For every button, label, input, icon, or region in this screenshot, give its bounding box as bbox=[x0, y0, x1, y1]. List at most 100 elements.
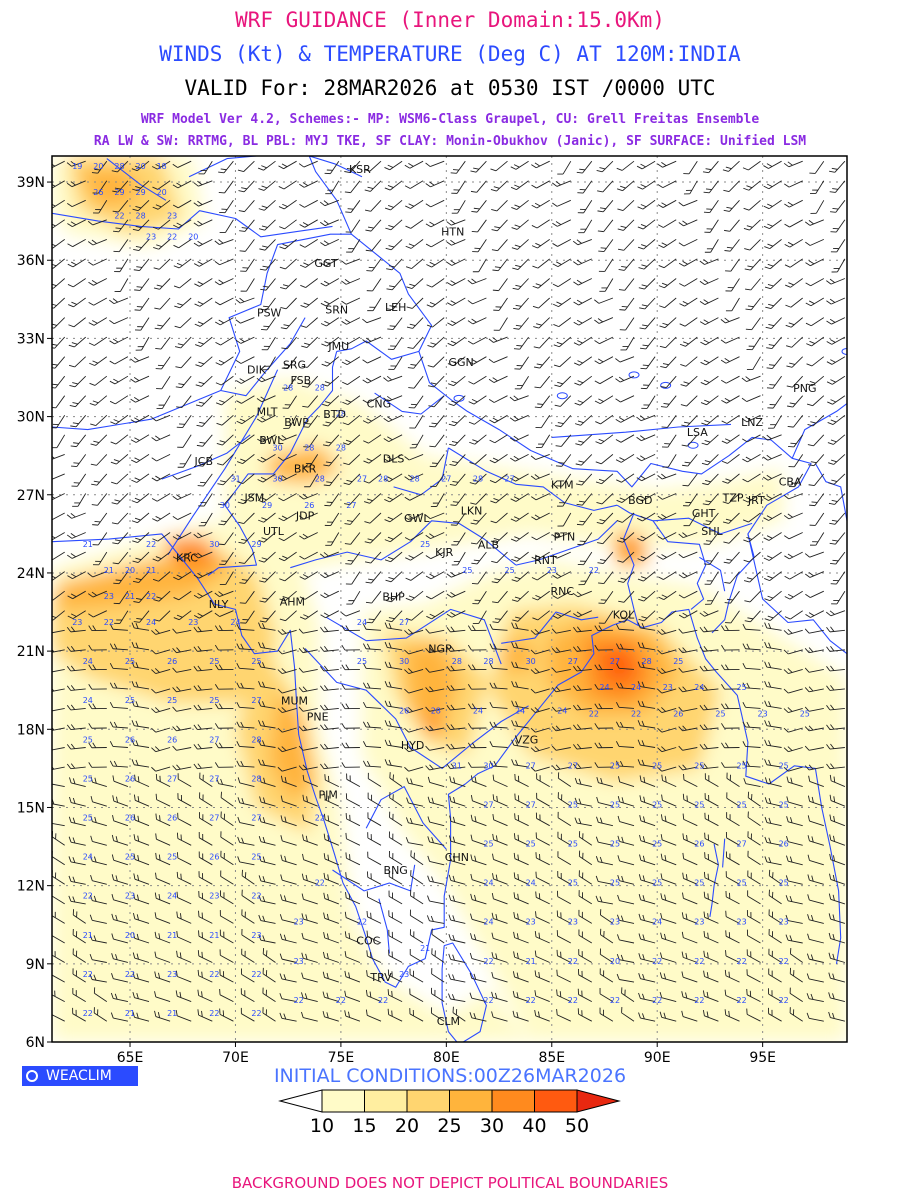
barb-378 bbox=[807, 835, 824, 846]
barb-596 bbox=[594, 723, 613, 729]
barb-611 bbox=[109, 701, 128, 709]
barb-768 bbox=[214, 625, 234, 632]
barb-669 bbox=[530, 688, 550, 694]
lake-0 bbox=[660, 381, 672, 389]
barb-81 bbox=[154, 971, 171, 983]
station-kjr: KJR bbox=[435, 546, 453, 559]
temp-value-65: 21 bbox=[83, 931, 93, 940]
barb-788 bbox=[637, 622, 656, 631]
barb-416 bbox=[807, 815, 824, 827]
barb-259 bbox=[703, 891, 719, 905]
barb-491 bbox=[786, 776, 803, 788]
barb-158 bbox=[176, 931, 192, 944]
barb-455 bbox=[829, 794, 846, 807]
barb-86 bbox=[262, 967, 276, 983]
barb-28 bbox=[638, 1012, 656, 1022]
barb-219 bbox=[660, 912, 677, 924]
temp-value-135: 25 bbox=[610, 761, 620, 770]
barb-151 bbox=[828, 952, 846, 963]
boundary-7 bbox=[448, 447, 618, 511]
temp-value-162: 25 bbox=[737, 879, 747, 888]
barb-59 bbox=[491, 991, 508, 1003]
temp-value-24: 22 bbox=[146, 592, 156, 601]
barb-272 bbox=[176, 871, 192, 885]
temp-value-62: 24 bbox=[167, 892, 177, 901]
temp-value-136: 25 bbox=[652, 761, 662, 770]
barb-382 bbox=[90, 815, 107, 827]
logo-label: WEACLIM bbox=[46, 1068, 112, 1084]
barb-227 bbox=[828, 913, 846, 924]
barb-612 bbox=[131, 700, 150, 709]
barb-323 bbox=[448, 854, 466, 866]
barb-466 bbox=[259, 776, 276, 788]
barb-514 bbox=[467, 762, 487, 768]
station-hyd: HYD bbox=[401, 739, 424, 752]
barb-604 bbox=[764, 720, 782, 729]
temp-value-132: 30 bbox=[483, 761, 493, 770]
barb-393 bbox=[323, 813, 339, 827]
barb-279 bbox=[323, 872, 339, 885]
barb-319 bbox=[367, 851, 382, 866]
barb-770 bbox=[258, 622, 276, 631]
barb-718 bbox=[764, 661, 782, 670]
barb-528 bbox=[764, 759, 782, 768]
temp-value-182: 22 bbox=[568, 996, 578, 1005]
barb-366 bbox=[557, 831, 572, 846]
barb-629 bbox=[489, 701, 508, 709]
barb-453 bbox=[786, 796, 803, 807]
temp-value-155: 26 bbox=[779, 840, 789, 849]
barb-300 bbox=[768, 869, 782, 885]
barb-216 bbox=[600, 909, 614, 924]
barb-468 bbox=[302, 774, 318, 788]
temp-value-1: 20 bbox=[93, 162, 103, 171]
barb-459 bbox=[112, 775, 129, 788]
barb-134 bbox=[469, 952, 487, 963]
temp-value-72: 23 bbox=[167, 970, 177, 979]
station-shl: SHL bbox=[701, 525, 723, 538]
colorbar-label-25: 25 bbox=[437, 1115, 461, 1137]
colorbar-swatch-3 bbox=[449, 1089, 493, 1113]
barb-625 bbox=[404, 707, 424, 713]
temp-value-48: 27 bbox=[209, 774, 219, 783]
temp-value-183: 22 bbox=[610, 996, 620, 1005]
barb-688 bbox=[131, 661, 150, 670]
barb-377 bbox=[786, 835, 803, 846]
station-jsm: JSM bbox=[244, 491, 265, 504]
barb-298 bbox=[725, 871, 740, 885]
barb-585 bbox=[362, 721, 382, 729]
barb-250 bbox=[513, 892, 529, 905]
barb-52 bbox=[344, 990, 361, 1003]
barb-618 bbox=[258, 700, 276, 709]
barb-394 bbox=[345, 813, 361, 827]
barb-730 bbox=[214, 644, 234, 651]
barb-511 bbox=[404, 766, 424, 772]
barb-118 bbox=[132, 952, 150, 963]
barb-332 bbox=[639, 854, 656, 866]
barb-527 bbox=[742, 760, 761, 768]
barb-431 bbox=[324, 794, 339, 807]
barb-687 bbox=[109, 662, 128, 670]
barb-177 bbox=[578, 929, 593, 944]
barb-137 bbox=[534, 950, 550, 963]
barb-775 bbox=[362, 623, 382, 631]
temp-value-4: 18 bbox=[157, 162, 167, 171]
barb-45 bbox=[197, 989, 213, 1003]
barb-235 bbox=[198, 891, 213, 905]
barb-589 bbox=[446, 724, 466, 731]
barb-202 bbox=[301, 913, 318, 924]
barb-749 bbox=[615, 643, 635, 651]
temp-value-123: 24 bbox=[694, 683, 704, 692]
barb-555 bbox=[530, 746, 550, 753]
temp-blob-14 bbox=[267, 445, 341, 485]
barb-117 bbox=[111, 953, 129, 963]
barb-371 bbox=[660, 834, 677, 846]
barb-573 bbox=[109, 721, 128, 729]
barb-83 bbox=[197, 969, 213, 983]
temp-value-151: 25 bbox=[610, 840, 620, 849]
barb-359 bbox=[405, 837, 424, 846]
barb-617 bbox=[236, 701, 255, 709]
barb-44 bbox=[175, 990, 192, 1003]
barb-551 bbox=[446, 743, 466, 750]
barb-732 bbox=[258, 641, 276, 651]
barb-531 bbox=[826, 763, 845, 770]
